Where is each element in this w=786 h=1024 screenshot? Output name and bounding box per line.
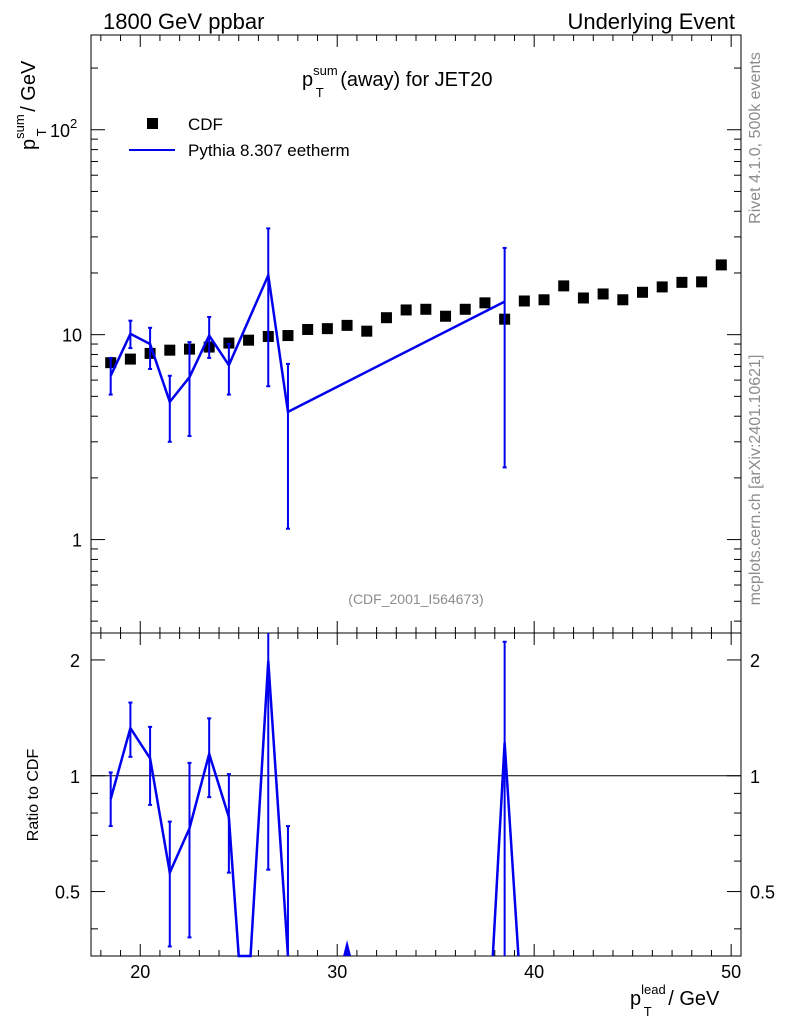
rivet-version-label: Rivet 4.1.0, 500k events (747, 52, 764, 224)
cdf-point (597, 288, 609, 300)
ratio-tick-label-right: 1 (750, 767, 760, 787)
cdf-point (361, 325, 373, 337)
header-right-label: Underlying Event (567, 9, 735, 34)
cdf-point (302, 323, 314, 335)
x-tick-label: 40 (524, 962, 544, 982)
chart-title: psum T (away) for JET20 (302, 63, 492, 100)
main-axis-ticks: 1 10 102 (50, 35, 741, 633)
cdf-point (518, 295, 530, 307)
x-tick-label: 20 (130, 962, 150, 982)
cdf-series (105, 259, 727, 369)
cdf-point (577, 292, 589, 304)
y-tick-label: 10 (62, 326, 82, 346)
legend-cdf-marker (147, 118, 158, 129)
cdf-point (479, 297, 491, 309)
y-tick-label: 1 (72, 531, 82, 551)
y-axis-label: psum T / GeV (12, 60, 49, 150)
ratio-tick-label-right: 2 (750, 651, 760, 671)
x-tick-label: 50 (721, 962, 741, 982)
pythia-series (108, 227, 507, 530)
ratio-line (227, 660, 270, 958)
ratio-line (267, 660, 290, 957)
ratio-y-axis-label: Ratio to CDF (25, 749, 42, 842)
ratio-tick-label-left: 2 (70, 651, 80, 671)
pythia-line (109, 270, 506, 414)
cdf-point (715, 259, 727, 271)
cdf-point (380, 312, 392, 324)
cdf-point (341, 319, 353, 331)
cdf-point (617, 294, 629, 306)
ratio-axis-ticks: 20 30 40 50 0.5 0.5 1 1 2 2 (55, 633, 775, 982)
cdf-point (124, 353, 136, 365)
y-tick-label: 102 (50, 116, 77, 141)
cdf-point (282, 330, 294, 342)
cdf-point (321, 323, 333, 335)
legend-pythia-label: Pythia 8.307 eetherm (188, 141, 350, 160)
x-axis-label: plead T / GeV (630, 982, 720, 1019)
cdf-point (696, 276, 708, 288)
x-tick-label: 30 (327, 962, 347, 982)
cdf-point (440, 310, 452, 322)
cdf-point (164, 344, 176, 356)
legend-cdf-label: CDF (188, 115, 223, 134)
cdf-point (420, 303, 432, 315)
cdf-point (637, 286, 649, 298)
cdf-point (243, 334, 255, 346)
analysis-label: (CDF_2001_I564673) (348, 591, 483, 607)
cdf-point (400, 304, 412, 316)
ratio-tick-label-left: 1 (70, 767, 80, 787)
ratio-tick-label-left: 0.5 (55, 883, 80, 903)
cdf-point (656, 281, 668, 293)
ratio-floor-spike (343, 940, 352, 956)
cdf-point (459, 303, 471, 315)
mcplots-label: mcplots.cern.ch [arXiv:2401.10621] (747, 355, 764, 606)
header-left-label: 1800 GeV ppbar (103, 9, 264, 34)
ratio-tick-label-right: 0.5 (750, 883, 775, 903)
cdf-point (538, 294, 550, 306)
cdf-point (558, 280, 570, 292)
ratio-series (108, 633, 520, 958)
cdf-point (676, 276, 688, 288)
